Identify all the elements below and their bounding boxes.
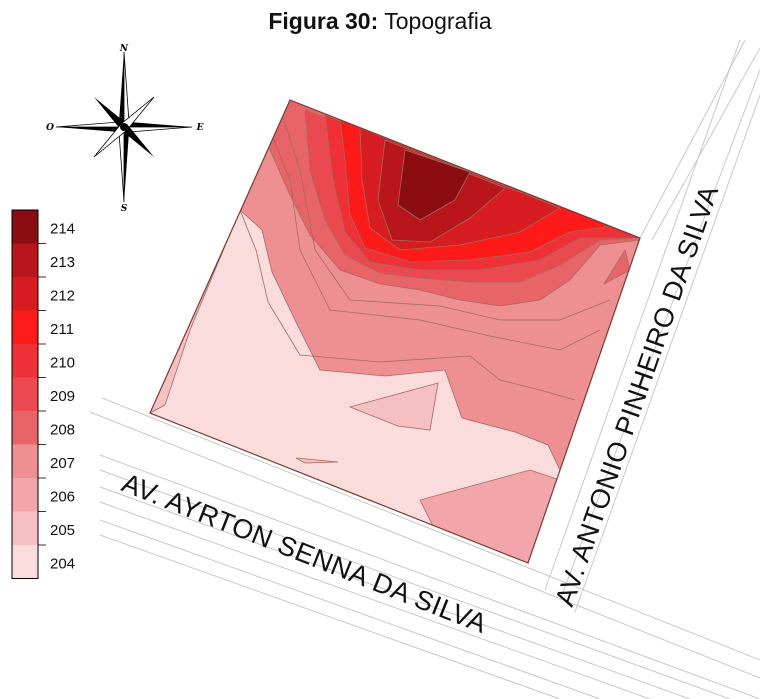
street-lines (89, 39, 760, 699)
legend-label-209: 209 (50, 388, 75, 405)
legend-swatch-210 (12, 344, 38, 378)
contour-band-205 (295, 457, 339, 464)
compass-north-label: N (119, 44, 129, 54)
legend-swatch-214 (12, 210, 38, 244)
figure-caption: Figura 30: Topografia (0, 8, 760, 35)
figure-caption-label: Figura 30: (268, 8, 379, 34)
compass-south-label: S (121, 204, 128, 214)
legend-swatch-212 (12, 277, 38, 311)
figure-caption-title: Topografia (384, 8, 492, 34)
legend-label-212: 212 (50, 287, 75, 304)
compass-west-label: O (46, 123, 54, 133)
lot-boundary (149, 99, 641, 564)
legend-swatch-205 (12, 511, 38, 545)
legend-label-210: 210 (50, 354, 75, 371)
contour-lot (150, 100, 640, 563)
legend-label-207: 207 (50, 455, 75, 472)
compass-east-label: E (196, 123, 204, 133)
color-legend: 214 213 212 211 210 209 208 207 206 205 204 (11, 209, 75, 579)
legend-label-213: 213 (50, 254, 75, 271)
legend-border (11, 209, 39, 579)
legend-label-211: 211 (50, 321, 74, 338)
contour-band-208 (602, 248, 631, 286)
contour-band-214 (397, 149, 471, 221)
legend-label-208: 208 (50, 421, 75, 438)
legend-label-204: 204 (50, 555, 75, 572)
legend-swatch-211 (12, 310, 38, 344)
legend-swatch-213 (12, 243, 38, 277)
legend-label-205: 205 (50, 522, 75, 539)
legend-label-214: 214 (50, 220, 75, 237)
legend-swatch-204 (12, 545, 38, 579)
contour-band-205 (348, 382, 439, 431)
legend-swatch-208 (12, 411, 38, 445)
legend-swatch-209 (12, 377, 38, 411)
compass-rose-icon: N S E O (46, 44, 203, 214)
legend-swatch-207 (12, 444, 38, 478)
legend-swatch-206 (12, 478, 38, 512)
legend-label-206: 206 (50, 488, 75, 505)
